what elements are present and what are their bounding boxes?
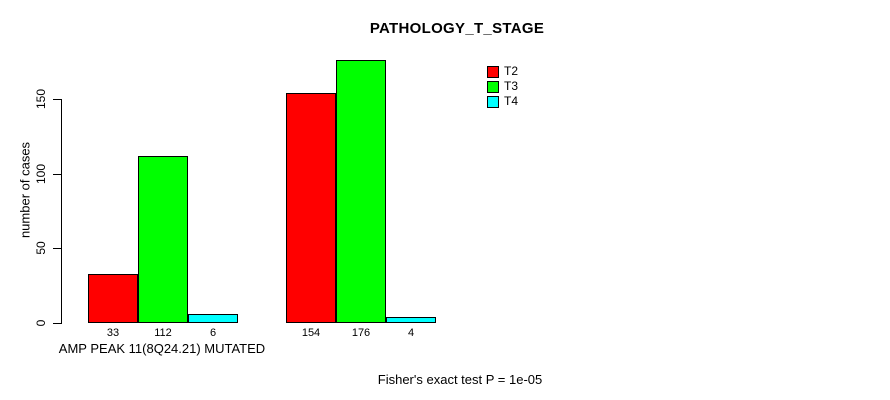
bar-t4-group2 <box>386 317 436 323</box>
y-axis-line <box>61 99 62 324</box>
bar-t2-group1 <box>88 274 138 323</box>
x-axis-group-label: AMP PEAK 11(8Q24.21) MUTATED <box>58 341 266 356</box>
legend-label-t4: T4 <box>504 94 519 108</box>
bar-t2-group2 <box>286 93 336 323</box>
y-axis-tick-label: 0 <box>34 319 48 327</box>
y-axis-tick <box>53 323 61 324</box>
bar-value-label: 112 <box>154 327 172 339</box>
bar-value-label: 33 <box>106 327 120 339</box>
y-axis-tick-label: 100 <box>34 163 48 185</box>
y-axis-tick <box>53 99 61 100</box>
legend-item-t2: T2 <box>487 64 518 79</box>
bar-t4-group1 <box>188 314 238 323</box>
chart-title: PATHOLOGY_T_STAGE <box>369 20 545 37</box>
statistical-test-note: Fisher's exact test P = 1e-05 <box>377 372 543 387</box>
legend: T2 T3 T4 <box>487 64 518 109</box>
y-axis-label: number of cases <box>17 141 33 239</box>
bar-t3-group1 <box>138 156 188 323</box>
legend-label-t3: T3 <box>504 79 519 93</box>
legend-swatch-t4 <box>487 95 499 108</box>
bar-value-label: 154 <box>301 327 321 339</box>
y-axis-tick-label: 50 <box>34 241 48 255</box>
bar-value-label: 6 <box>209 327 217 339</box>
bar-t3-group2 <box>336 60 386 323</box>
y-axis-tick <box>53 248 61 249</box>
bar-value-label: 176 <box>351 327 371 339</box>
legend-item-t4: T4 <box>487 94 518 109</box>
y-axis-tick-label: 150 <box>34 88 48 110</box>
bar-value-label: 4 <box>407 327 415 339</box>
legend-swatch-t2 <box>487 65 499 78</box>
legend-swatch-t3 <box>487 80 499 93</box>
y-axis-tick <box>53 174 61 175</box>
legend-item-t3: T3 <box>487 79 518 94</box>
legend-label-t2: T2 <box>504 64 519 78</box>
